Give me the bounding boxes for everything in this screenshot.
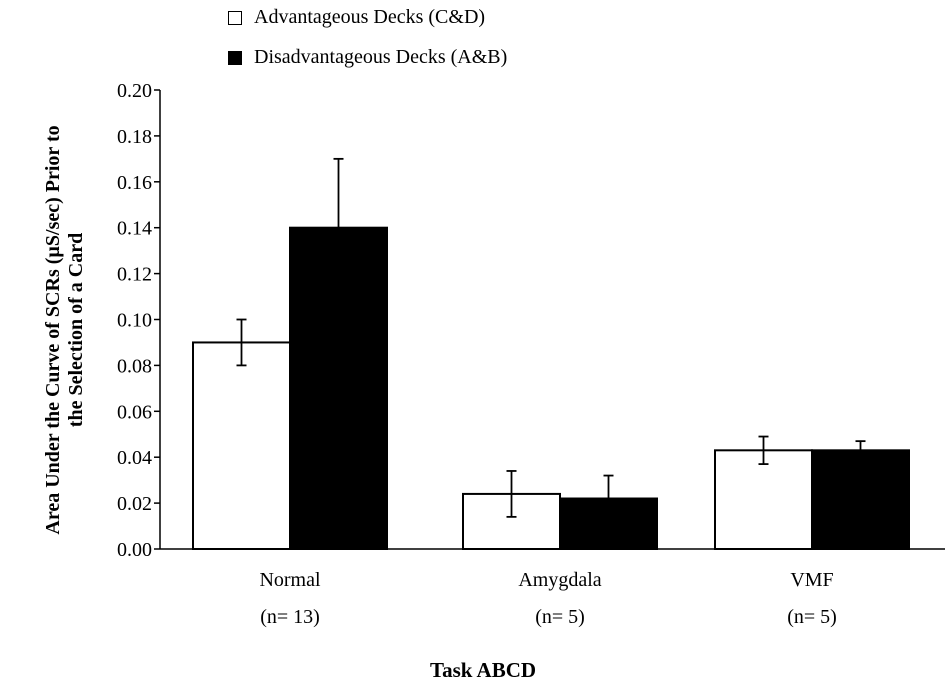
- bar-disadvantageous-vmf: [811, 449, 910, 550]
- y-tick-label: 0.02: [117, 493, 152, 515]
- x-category-label: Amygdala: [518, 569, 601, 591]
- y-tick-label: 0.16: [117, 172, 152, 194]
- x-category-label: VMF: [790, 569, 833, 591]
- bar-disadvantageous-amygdala: [559, 497, 658, 551]
- bar-disadvantageous-normal: [289, 226, 388, 550]
- legend-label-disadvantageous: Disadvantageous Decks (A&B): [254, 46, 508, 68]
- x-axis-label: Task ABCD: [430, 658, 537, 682]
- x-category-sublabel: (n= 5): [535, 606, 585, 628]
- y-tick-label: 0.10: [117, 310, 152, 332]
- legend-item-disadvantageous: Disadvantageous Decks (A&B): [228, 46, 507, 69]
- y-tick-label: 0.12: [117, 264, 152, 286]
- legend-swatch-black: [228, 50, 242, 65]
- bar-advantageous-vmf: [714, 449, 813, 550]
- y-tick-label: 0.18: [117, 126, 152, 148]
- legend-swatch-white: [228, 10, 242, 25]
- y-tick-label: 0.04: [117, 447, 152, 469]
- y-tick-label: 0.08: [117, 355, 152, 377]
- y-tick-label: 0.20: [117, 80, 152, 102]
- x-category-label: Normal: [259, 569, 321, 591]
- y-tick-label: 0.14: [117, 218, 152, 240]
- y-tick-label: 0.00: [117, 539, 152, 561]
- x-category-sublabel: (n= 13): [260, 606, 320, 628]
- y-tick-label: 0.06: [117, 401, 152, 423]
- legend-item-advantageous: Advantageous Decks (C&D): [228, 6, 485, 29]
- legend-label-advantageous: Advantageous Decks (C&D): [254, 6, 486, 28]
- x-category-sublabel: (n= 5): [787, 606, 837, 628]
- bar-advantageous-normal: [192, 341, 291, 551]
